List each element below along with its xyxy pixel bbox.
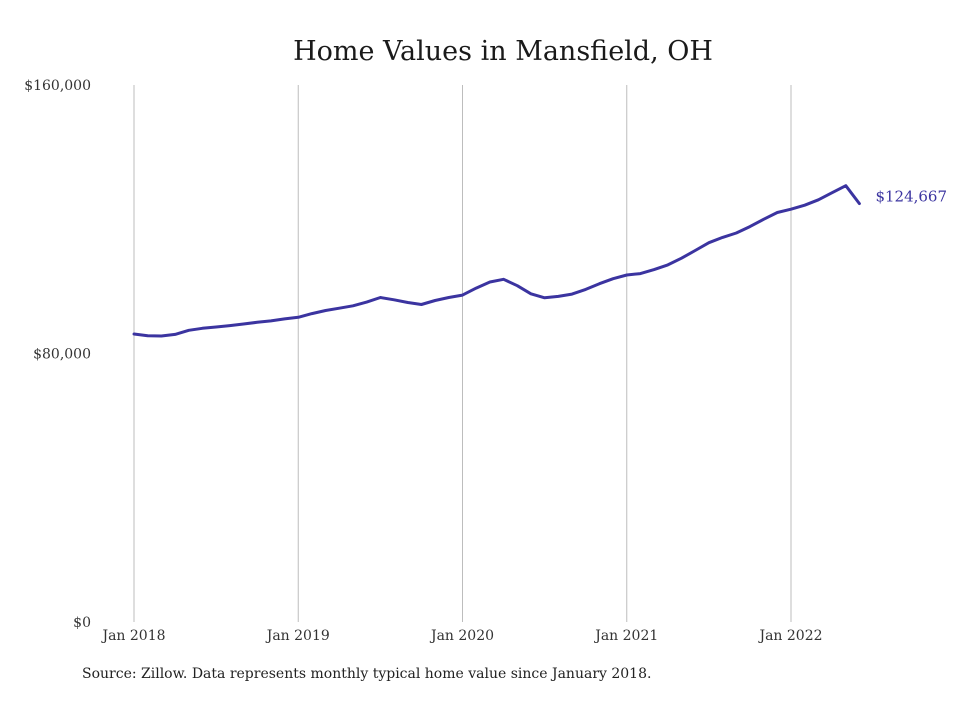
grid-layer xyxy=(133,85,792,622)
series-layer xyxy=(132,184,861,338)
y-tick-label-2: $160,000 xyxy=(24,78,91,94)
source-note: Source: Zillow. Data represents monthly … xyxy=(82,666,652,682)
y-tick-label-1: $80,000 xyxy=(33,347,91,363)
y-axis-ticks: $0 $80,000 $160,000 xyxy=(24,78,91,631)
x-tick-label-3: Jan 2021 xyxy=(593,628,658,644)
x-tick-label-2: Jan 2020 xyxy=(429,628,494,644)
y-tick-label-0: $0 xyxy=(73,615,91,631)
x-tick-label-4: Jan 2022 xyxy=(757,628,822,644)
chart-title: Home Values in Mansfield, OH xyxy=(293,36,713,67)
end-value-label: $124,667 xyxy=(875,188,947,206)
series-line xyxy=(132,184,861,338)
x-tick-label-0: Jan 2018 xyxy=(100,628,165,644)
x-axis-ticks: Jan 2018 Jan 2019 Jan 2020 Jan 2021 Jan 2022 xyxy=(100,628,822,644)
x-tick-label-1: Jan 2019 xyxy=(265,628,330,644)
